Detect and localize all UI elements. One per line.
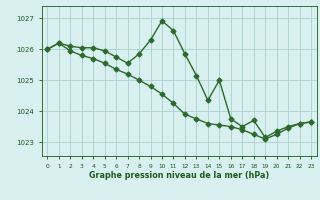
X-axis label: Graphe pression niveau de la mer (hPa): Graphe pression niveau de la mer (hPa) [89, 171, 269, 180]
